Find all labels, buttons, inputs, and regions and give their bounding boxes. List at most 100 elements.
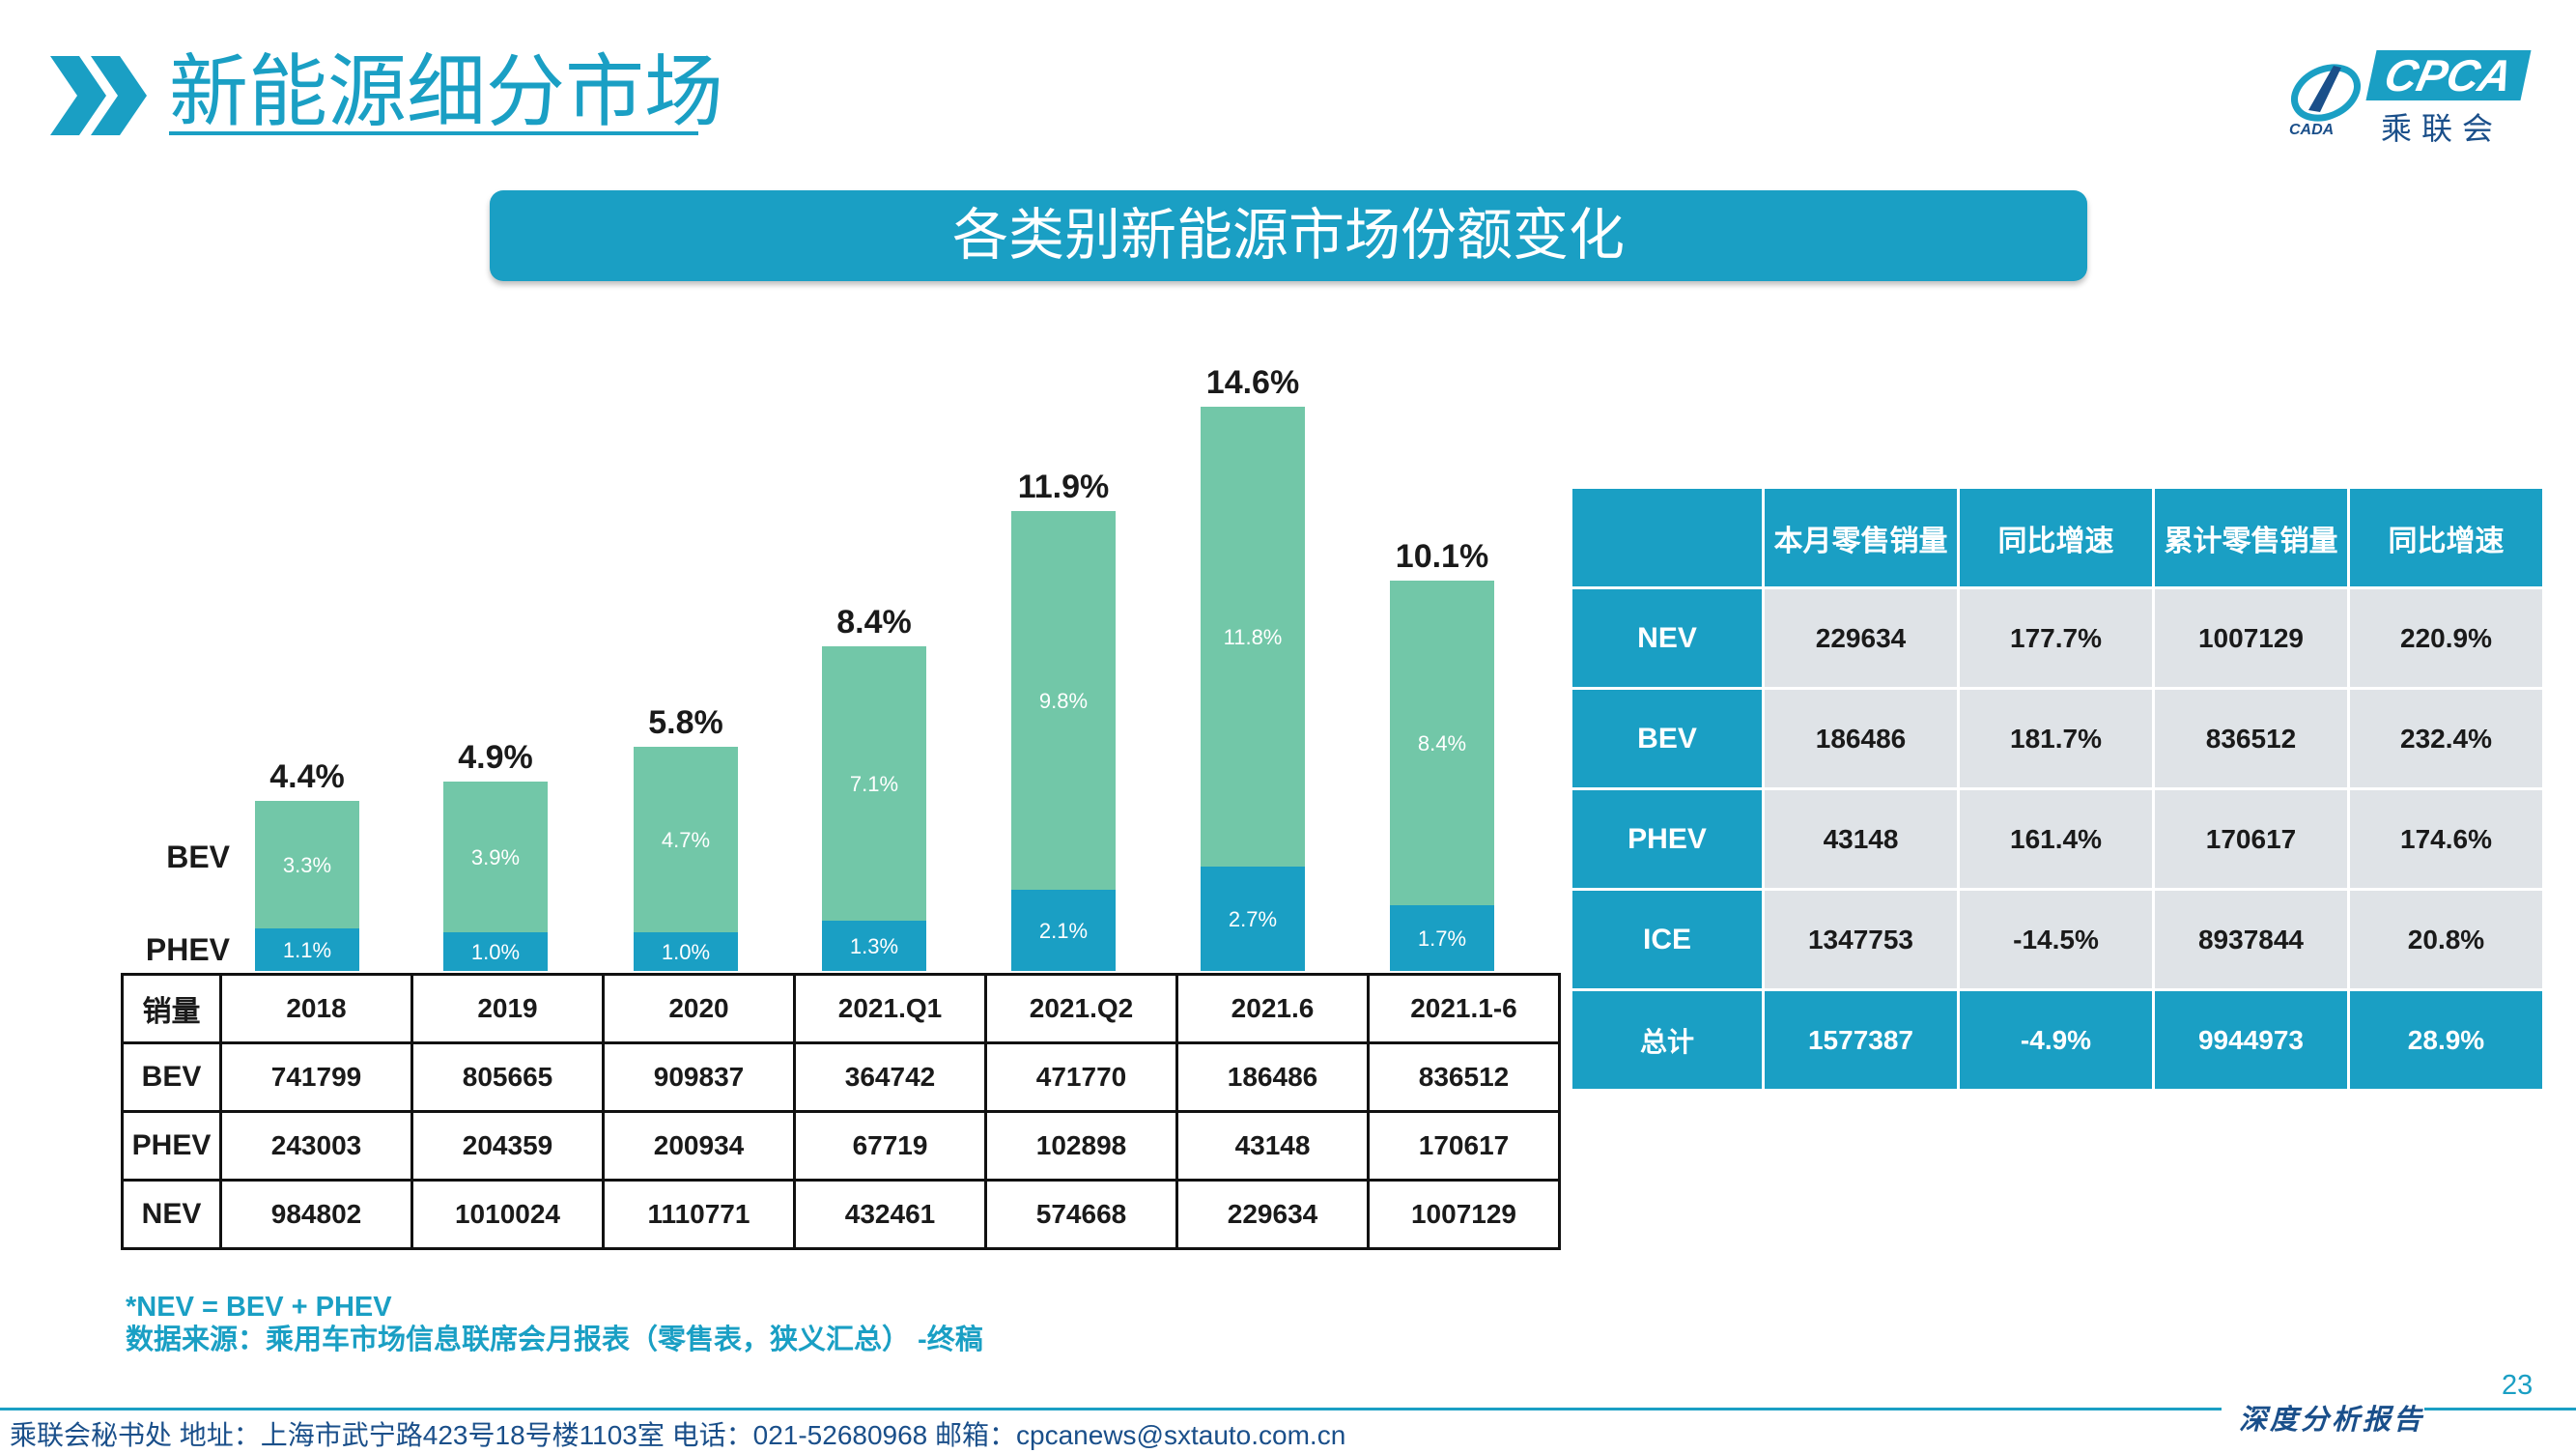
table-cell: 186486 <box>1762 687 1960 790</box>
footer-contact: 乘联会秘书处 地址：上海市武宁路423号18号楼1103室 电话：021-526… <box>10 1420 1346 1450</box>
table-cell: 984802 <box>219 1179 413 1250</box>
label-bev-2021.Q2: 9.8% <box>1039 689 1088 713</box>
table-cell: 20.8% <box>2347 888 2545 991</box>
header-cell: 本月零售销量 <box>1762 486 1960 589</box>
bar-bev-2021.1-6 <box>1390 581 1494 905</box>
table-cell: 229634 <box>1762 586 1960 690</box>
title-underline <box>169 131 698 135</box>
label-total-2021.Q2: 11.9% <box>1018 469 1110 505</box>
row-label: 销量 <box>121 973 222 1044</box>
table-cell: 102898 <box>984 1110 1178 1182</box>
volume-table-row: PHEV 243003 204359 200934 67719 102898 43148 17… <box>121 1110 1561 1182</box>
bar-phev-2021.Q1 <box>822 921 926 971</box>
table-cell: 200934 <box>602 1110 796 1182</box>
label-bev-2021.1-6: 8.4% <box>1418 731 1466 755</box>
table-cell: 220.9% <box>2347 586 2545 690</box>
table-cell: 2021.1-6 <box>1367 973 1561 1044</box>
table-cell: 909837 <box>602 1041 796 1113</box>
table-cell: 1347753 <box>1762 888 1960 991</box>
bar-bev-2021.Q1 <box>822 646 926 921</box>
table-cell: 471770 <box>984 1041 1178 1113</box>
table-cell: 170617 <box>1367 1110 1561 1182</box>
table-cell: 204359 <box>410 1110 605 1182</box>
row-label: BEV <box>1570 687 1765 790</box>
bar-phev-2019 <box>443 932 548 971</box>
label-phev-2018: 1.1% <box>283 938 331 962</box>
chart-banner-title: 各类别新能源市场份额变化 <box>490 190 2087 281</box>
table-cell: 67719 <box>793 1110 987 1182</box>
table-cell: 174.6% <box>2347 787 2545 891</box>
sales-table-header: 本月零售销量 同比增速 累计零售销量 同比增速 <box>1570 486 2545 589</box>
label-phev-2021.1-6: 1.7% <box>1418 926 1466 951</box>
table-cell: 9944973 <box>2152 988 2350 1092</box>
row-label: NEV <box>1570 586 1765 690</box>
bar-bev-2021.6 <box>1201 407 1305 867</box>
bar-bev-2020 <box>634 747 738 932</box>
label-phev-2019: 1.0% <box>471 940 520 964</box>
table-cell: 232.4% <box>2347 687 2545 790</box>
cpca-logo-text: CPCA <box>2365 50 2532 100</box>
table-cell: 836512 <box>1367 1041 1561 1113</box>
row-label: PHEV <box>1570 787 1765 891</box>
table-cell: 170617 <box>2152 787 2350 891</box>
label-total-2019: 4.9% <box>458 739 533 776</box>
row-label: PHEV <box>121 1110 222 1182</box>
label-phev-2020: 1.0% <box>662 940 710 964</box>
volume-table: 销量 2018 2019 2020 2021.Q1 2021.Q2 2021.6 2021.1… <box>121 973 1561 1250</box>
bar-phev-2018 <box>255 928 359 971</box>
table-cell: 28.9% <box>2347 988 2545 1092</box>
source-notes: *NEV = BEV + PHEV 数据来源：乘用车市场信息联席会月报表（零售表… <box>126 1291 983 1356</box>
volume-table-header: 销量 2018 2019 2020 2021.Q1 2021.Q2 2021.6 2021.1… <box>121 973 1561 1044</box>
header-cell <box>1570 486 1765 589</box>
table-cell: 1010024 <box>410 1179 605 1250</box>
bar-phev-2020 <box>634 932 738 971</box>
table-cell: 2019 <box>410 973 605 1044</box>
bar-phev-2021.6 <box>1201 867 1305 971</box>
volume-table-row: NEV 984802 1010024 1110771 432461 574668 22963… <box>121 1179 1561 1250</box>
table-cell: 574668 <box>984 1179 1178 1250</box>
table-cell: 43148 <box>1762 787 1960 891</box>
table-cell: 1577387 <box>1762 988 1960 1092</box>
sales-table-row: NEV 229634 177.7% 1007129 220.9% <box>1570 586 2545 690</box>
label-bev-2021.Q1: 7.1% <box>850 772 898 796</box>
cada-logo-text: CADA <box>2289 122 2335 138</box>
sales-table-total-row: 总计 1577387 -4.9% 9944973 28.9% <box>1570 988 2545 1092</box>
table-cell: 805665 <box>410 1041 605 1113</box>
table-cell: 836512 <box>2152 687 2350 790</box>
bar-phev-2021.1-6 <box>1390 905 1494 971</box>
table-cell: 432461 <box>793 1179 987 1250</box>
page-title: 新能源细分市场 <box>169 48 724 136</box>
sales-table-row: ICE 1347753 -14.5% 8937844 20.8% <box>1570 888 2545 991</box>
row-label: ICE <box>1570 888 1765 991</box>
label-total-2021.Q1: 8.4% <box>836 604 912 641</box>
cpca-logo-cn: 乘联会 <box>2381 111 2504 146</box>
note-nev-definition: *NEV = BEV + PHEV <box>126 1292 392 1323</box>
row-label: BEV <box>121 1041 222 1113</box>
table-cell: 229634 <box>1175 1179 1370 1250</box>
label-bev-2020: 4.7% <box>662 828 710 852</box>
table-cell: 8937844 <box>2152 888 2350 991</box>
header-cell: 同比增速 <box>1957 486 2155 589</box>
label-total-2021.1-6: 10.1% <box>1396 538 1488 575</box>
table-cell: -4.9% <box>1957 988 2155 1092</box>
table-cell: 43148 <box>1175 1110 1370 1182</box>
table-cell: 741799 <box>219 1041 413 1113</box>
header-cell: 累计零售销量 <box>2152 486 2350 589</box>
legend-phev: PHEV <box>146 932 231 967</box>
label-bev-2019: 3.9% <box>471 845 520 869</box>
page-number: 23 <box>2502 1370 2534 1401</box>
table-cell: 186486 <box>1175 1041 1370 1113</box>
label-total-2020: 5.8% <box>648 704 723 741</box>
table-cell: 2018 <box>219 973 413 1044</box>
table-cell: 2021.Q1 <box>793 973 987 1044</box>
label-phev-2021.6: 2.7% <box>1229 907 1277 931</box>
volume-table-row: BEV 741799 805665 909837 364742 471770 186486 8… <box>121 1041 1561 1113</box>
footer-divider <box>0 1408 2222 1410</box>
label-phev-2021.Q2: 2.1% <box>1039 919 1088 943</box>
stacked-bar-chart: 1.1% 3.3% 4.4% 1.0% 3.9% 4.9% 1.0% 4.7% 5.8% 1.3%… <box>146 364 1494 971</box>
label-total-2018: 4.4% <box>269 758 345 795</box>
label-total-2021.6: 14.6% <box>1206 364 1299 401</box>
header-cell: 同比增速 <box>2347 486 2545 589</box>
table-cell: 2021.Q2 <box>984 973 1178 1044</box>
table-cell: 243003 <box>219 1110 413 1182</box>
